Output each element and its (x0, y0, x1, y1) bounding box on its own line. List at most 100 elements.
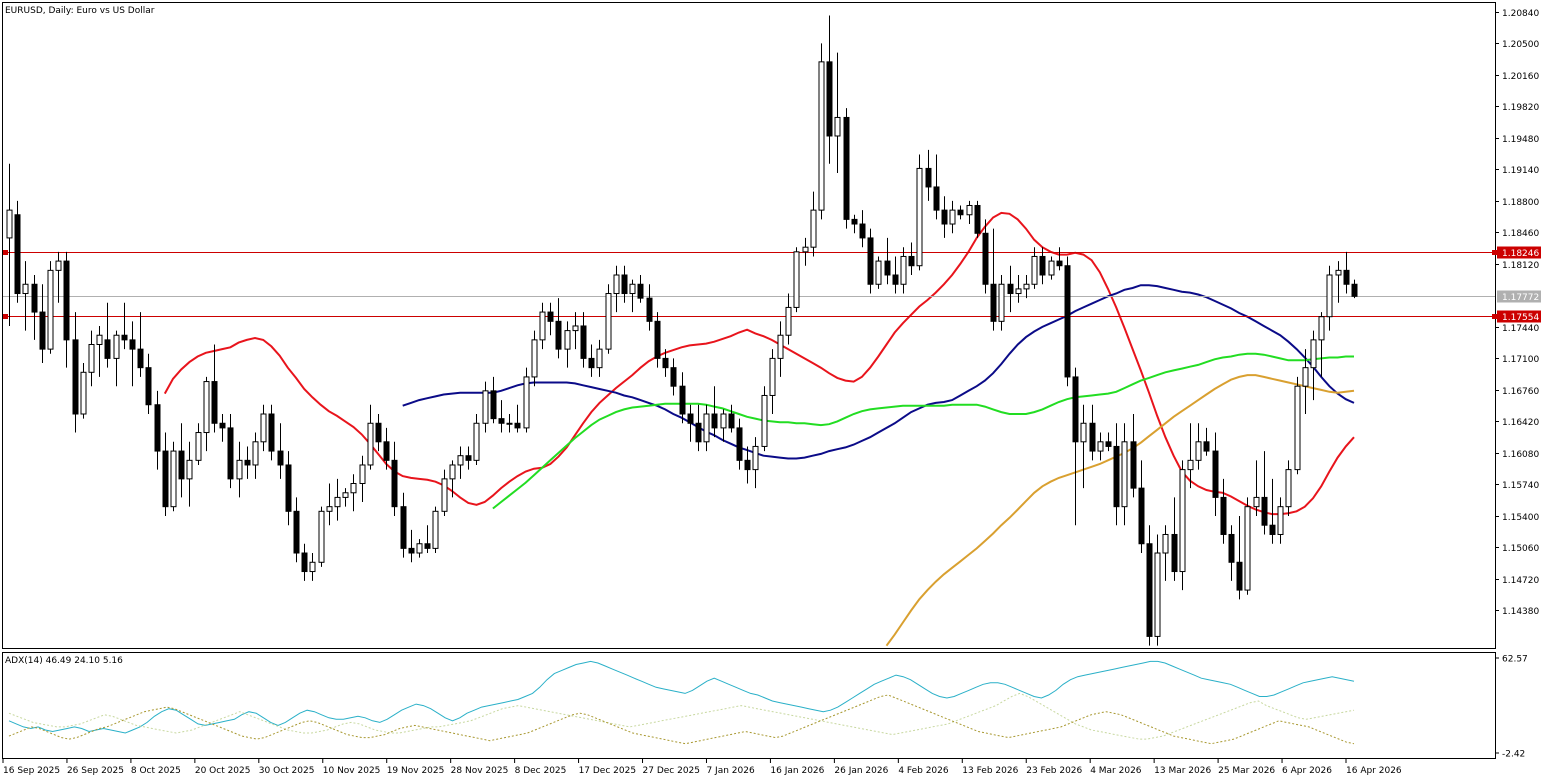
candle (145, 353, 152, 415)
price-level-tag (1497, 290, 1541, 303)
adx-plot-frame (2, 652, 1496, 759)
candle-body-up (367, 422, 374, 466)
candle-body-up (539, 311, 546, 341)
x-tick-label: 4 Feb 2026 (898, 766, 949, 776)
price-level-labels: 1.18246 1.17554 1.17772 (1497, 246, 1541, 323)
candle (564, 321, 571, 368)
candle-body-down (293, 510, 300, 554)
candle (703, 404, 710, 452)
candle-body-down (514, 422, 521, 429)
candle-body-up (1294, 385, 1301, 471)
candle (498, 400, 505, 433)
candle (424, 525, 431, 554)
candle (129, 321, 136, 387)
candle-body-up (113, 334, 120, 359)
candle (1302, 349, 1309, 415)
candle-body-down (1056, 260, 1063, 267)
y-tick-label: 1.16080 (1502, 450, 1539, 460)
candle (1138, 460, 1145, 554)
candle-body-down (736, 427, 743, 461)
candle (916, 154, 923, 271)
candle-body-up (1048, 260, 1055, 276)
candle-body-down (1105, 441, 1112, 447)
candle-body-down (1146, 543, 1153, 637)
candle (301, 543, 308, 581)
price-axis: 1.20840 1.20500 1.20160 1.19820 1.19480 1.191… (1495, 9, 1539, 760)
candle (629, 279, 636, 313)
candle-body-up (1023, 283, 1030, 290)
main-plot-frame (2, 2, 1496, 649)
candle (547, 302, 554, 336)
candle-body-down (695, 422, 702, 443)
candle (154, 390, 161, 470)
candle-body-up (1310, 339, 1317, 369)
candle (47, 261, 54, 354)
adx-line-minus_di (8, 694, 1355, 745)
candle (1121, 423, 1128, 526)
candle (104, 302, 111, 368)
candle (1015, 274, 1022, 303)
candle (1056, 247, 1063, 271)
candle (728, 404, 735, 433)
candle-body-up (350, 483, 357, 494)
x-tick-label: 13 Feb 2026 (962, 766, 1018, 776)
candle (1269, 478, 1276, 544)
candle (884, 237, 891, 285)
candle (1310, 330, 1317, 401)
candle (203, 376, 210, 452)
candle-body-up (793, 251, 800, 308)
candle-body-up (596, 348, 603, 369)
x-tick-label: 26 Sep 2025 (67, 766, 124, 776)
candle (834, 52, 841, 174)
candle-body-down (728, 413, 735, 429)
candle-body-down (867, 237, 874, 285)
candle-body-down (974, 204, 981, 234)
candle-body-down (178, 450, 185, 480)
candle-body-up (1015, 288, 1022, 295)
candle-body-down (391, 459, 398, 508)
candle (843, 108, 850, 229)
candle-body-up (564, 330, 571, 350)
candle (1031, 247, 1038, 289)
candle (761, 386, 768, 452)
candle-body-down (1236, 561, 1243, 591)
candle (777, 321, 784, 377)
candle-body-up (1097, 441, 1104, 452)
candle-body-down (383, 441, 390, 461)
candle-body-up (318, 510, 325, 563)
candle-body-down (1007, 283, 1014, 295)
candle-body-down (375, 422, 382, 443)
candle (31, 274, 38, 340)
candle (1343, 251, 1350, 294)
candle-body-down (129, 339, 136, 350)
candle (572, 312, 579, 350)
candle-body-down (63, 260, 70, 341)
candle (178, 423, 185, 498)
candle-body-up (810, 209, 817, 248)
adx-y-tick-label: -2.42 (1502, 750, 1525, 760)
candle-body-up (1154, 552, 1161, 637)
candle-body-up (605, 293, 612, 350)
candle-body-up (506, 422, 513, 425)
candle-body-up (457, 455, 464, 466)
series-line-ma_long (492, 352, 1354, 510)
candle-body-up (186, 459, 193, 480)
candle (1113, 423, 1120, 526)
candle-body-down (277, 450, 284, 466)
candle (211, 344, 218, 433)
candle (268, 404, 275, 461)
candle (998, 274, 1005, 331)
x-tick-label: 28 Nov 2025 (451, 766, 509, 776)
candle (1318, 312, 1325, 377)
candle (769, 349, 776, 415)
candle (391, 441, 398, 516)
candle-body-down (908, 255, 915, 267)
candle-body-up (260, 413, 267, 443)
candle (736, 418, 743, 470)
candle (802, 237, 809, 266)
candle (195, 423, 202, 465)
candle-body-up (703, 413, 710, 443)
x-tick-label: 20 Oct 2025 (195, 766, 251, 776)
candle-body-down (711, 413, 718, 429)
